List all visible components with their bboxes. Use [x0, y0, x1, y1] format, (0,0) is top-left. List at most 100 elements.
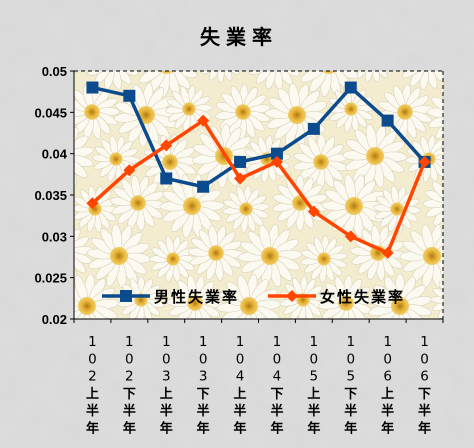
- x-tick-label: 10 5 下半年: [344, 334, 357, 437]
- legend: 男性失業率 女性失業率: [102, 288, 405, 306]
- data-point: [197, 180, 210, 193]
- svg-text:1: 1: [383, 334, 392, 350]
- data-point: [160, 172, 173, 185]
- svg-text:半: 半: [86, 403, 99, 419]
- svg-text:5: 5: [310, 369, 319, 385]
- svg-text:1: 1: [346, 334, 355, 350]
- daisy-flower: [166, 275, 224, 319]
- svg-text:年: 年: [197, 421, 210, 437]
- daisy-flower: [402, 71, 443, 90]
- daisy-flower: [327, 85, 375, 133]
- y-tick-label: 0.04: [42, 147, 68, 162]
- data-point: [307, 205, 320, 218]
- svg-text:1: 1: [88, 334, 97, 350]
- svg-text:半: 半: [381, 403, 394, 419]
- daisy-flower: [216, 273, 282, 319]
- svg-text:下: 下: [344, 387, 357, 402]
- y-tick-label: 0.05: [42, 64, 67, 79]
- svg-text:0: 0: [199, 351, 208, 367]
- daisy-flower: [74, 228, 93, 280]
- legend-item: 男性失業率: [102, 288, 239, 306]
- daisy-flower: [296, 71, 360, 98]
- daisy-flower: [191, 123, 257, 189]
- y-tick-label: 0.025: [34, 271, 67, 286]
- daisy-flower: [426, 87, 443, 139]
- data-point: [197, 114, 210, 127]
- svg-text:3: 3: [199, 369, 208, 385]
- svg-text:半: 半: [160, 403, 173, 419]
- svg-text:3: 3: [162, 369, 171, 385]
- y-tick-label: 0.035: [34, 188, 67, 203]
- svg-text:半: 半: [234, 403, 247, 419]
- x-tick-label: 10 2 下半年: [123, 334, 136, 437]
- x-tick-label: 10 5 上半年: [307, 334, 320, 437]
- data-point: [307, 122, 320, 135]
- daisy-flower: [377, 83, 433, 141]
- daisy-flower: [109, 175, 167, 231]
- svg-text:5: 5: [346, 369, 355, 385]
- x-tick-label: 10 3 上半年: [160, 334, 173, 437]
- svg-text:年: 年: [160, 421, 173, 437]
- svg-text:上: 上: [381, 387, 394, 402]
- data-point: [381, 114, 394, 127]
- svg-text:半: 半: [270, 403, 283, 419]
- svg-text:2: 2: [125, 369, 134, 385]
- daisy-flower: [318, 275, 374, 319]
- daisy-flower: [149, 235, 197, 283]
- svg-text:半: 半: [197, 403, 210, 419]
- data-point: [86, 197, 99, 210]
- svg-text:1: 1: [125, 334, 134, 350]
- svg-text:年: 年: [307, 421, 320, 437]
- daisy-flower: [165, 85, 213, 133]
- svg-text:年: 年: [418, 421, 431, 437]
- daisy-flower: [86, 223, 152, 289]
- daisy-flower: [321, 174, 387, 238]
- daisy-flower: [222, 185, 270, 233]
- daisy-flower: [74, 84, 121, 140]
- svg-text:0: 0: [346, 351, 355, 367]
- daisy-flower: [300, 235, 348, 283]
- daisy-flower: [373, 185, 421, 233]
- svg-text:下: 下: [418, 387, 431, 402]
- svg-text:1: 1: [162, 334, 171, 350]
- svg-text:0: 0: [162, 351, 171, 367]
- series-line-2: [91, 118, 427, 255]
- data-point: [123, 89, 136, 102]
- daisy-flower: [293, 133, 349, 191]
- svg-text:0: 0: [236, 351, 245, 367]
- svg-text:0: 0: [310, 351, 319, 367]
- legend-label: 女性失業率: [320, 288, 405, 306]
- daisy-flower: [249, 71, 301, 90]
- svg-text:1: 1: [236, 334, 245, 350]
- svg-text:上: 上: [160, 387, 173, 402]
- svg-text:1: 1: [420, 334, 429, 350]
- svg-text:半: 半: [344, 403, 357, 419]
- svg-text:4: 4: [236, 369, 245, 385]
- daisy-flower: [272, 174, 328, 232]
- y-tick-label: 0.045: [34, 105, 67, 120]
- svg-text:上: 上: [86, 387, 99, 402]
- daisy-flower: [87, 71, 139, 90]
- data-point: [160, 139, 173, 152]
- x-tick-label: 10 6 下半年: [418, 334, 431, 437]
- daisy-flower: [74, 71, 80, 73]
- svg-text:上: 上: [307, 387, 320, 402]
- legend-item: 女性失業率: [268, 288, 405, 306]
- x-tick-label: 10 4 下半年: [270, 334, 283, 437]
- svg-text:1: 1: [310, 334, 319, 350]
- svg-text:年: 年: [270, 421, 283, 437]
- svg-text:下: 下: [197, 387, 210, 402]
- svg-text:1: 1: [199, 334, 208, 350]
- x-tick-label: 10 3 下半年: [197, 334, 210, 437]
- daisy-flower: [187, 225, 245, 281]
- daisy-flower: [422, 175, 443, 231]
- chart-title: 失業率: [200, 25, 278, 49]
- svg-text:年: 年: [86, 421, 99, 437]
- svg-text:4: 4: [273, 369, 282, 385]
- legend-label: 男性失業率: [154, 288, 239, 306]
- daisy-flower: [430, 280, 443, 319]
- svg-text:0: 0: [88, 351, 97, 367]
- svg-text:半: 半: [418, 403, 431, 419]
- svg-text:2: 2: [88, 369, 97, 385]
